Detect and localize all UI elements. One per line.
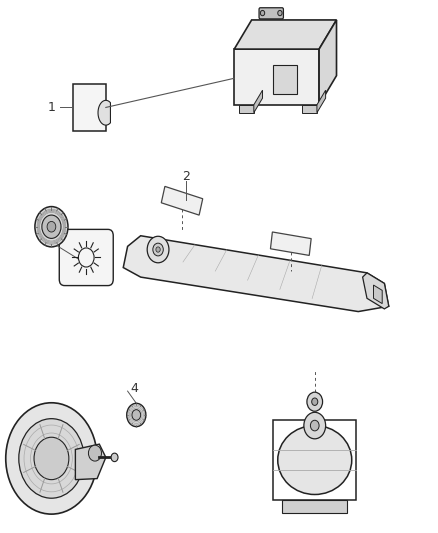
Text: 1: 1 [47, 101, 55, 114]
Text: 4: 4 [130, 382, 138, 395]
FancyBboxPatch shape [259, 8, 283, 19]
Circle shape [156, 247, 160, 252]
Circle shape [78, 248, 94, 267]
Circle shape [47, 221, 56, 232]
Circle shape [153, 243, 163, 256]
FancyBboxPatch shape [59, 229, 113, 286]
Circle shape [111, 453, 118, 462]
Circle shape [304, 413, 325, 439]
Circle shape [127, 403, 146, 426]
Polygon shape [234, 20, 336, 49]
Circle shape [260, 11, 265, 15]
Bar [239, 105, 254, 113]
Bar [73, 84, 106, 131]
Polygon shape [98, 100, 110, 125]
Polygon shape [374, 285, 382, 304]
Circle shape [307, 392, 322, 411]
Circle shape [312, 398, 318, 406]
Text: 2: 2 [182, 170, 190, 183]
Polygon shape [123, 236, 389, 312]
Bar [273, 65, 297, 94]
Circle shape [42, 215, 61, 238]
Circle shape [88, 445, 102, 461]
Circle shape [19, 419, 84, 498]
Circle shape [278, 11, 282, 15]
Circle shape [35, 207, 68, 247]
Ellipse shape [278, 425, 352, 495]
Circle shape [34, 437, 69, 480]
Circle shape [311, 420, 319, 431]
Bar [302, 105, 317, 113]
Polygon shape [270, 232, 311, 255]
Bar [282, 500, 347, 513]
Polygon shape [317, 90, 325, 113]
Circle shape [147, 236, 169, 263]
Circle shape [132, 410, 141, 420]
Polygon shape [161, 187, 203, 215]
Circle shape [6, 403, 97, 514]
Bar [234, 49, 319, 105]
Polygon shape [75, 444, 106, 480]
Polygon shape [254, 90, 262, 113]
Polygon shape [363, 273, 389, 309]
Polygon shape [319, 20, 336, 105]
